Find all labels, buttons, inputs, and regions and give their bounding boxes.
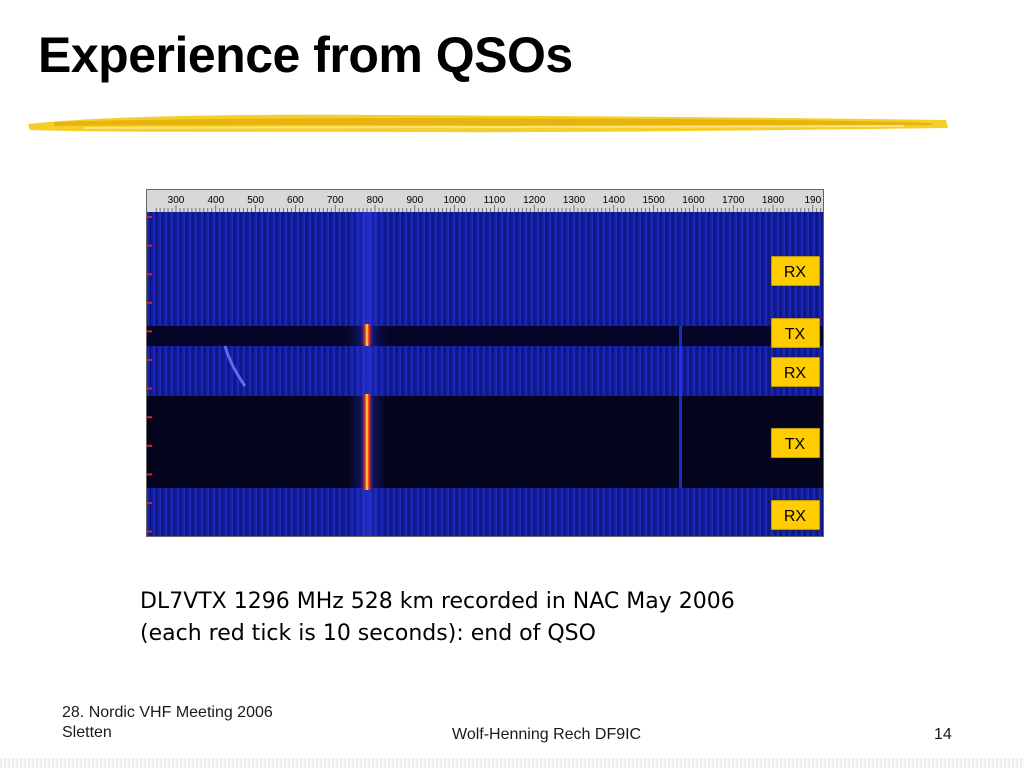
svg-text:RX: RX [784, 264, 807, 281]
time-tick-mark [147, 301, 152, 304]
period-label-rx: RX [770, 255, 821, 287]
figure-caption: DL7VTX 1296 MHz 528 km recorded in NAC M… [140, 586, 735, 650]
frequency-tick-label: 190 [804, 195, 821, 206]
svg-text:RX: RX [784, 508, 807, 525]
period-label-rx: RX [770, 356, 821, 388]
footer-author: Wolf-Henning Rech DF9IC [452, 726, 642, 743]
frequency-tick-label: 300 [168, 195, 185, 206]
period-label-tx: TX [770, 317, 821, 349]
time-tick-mark [147, 216, 152, 218]
time-tick-mark [147, 359, 152, 361]
footer-event: 28. Nordic VHF Meeting 2006 Sletten [62, 703, 273, 743]
time-tick-mark [147, 273, 152, 276]
frequency-tick-label: 800 [367, 195, 384, 206]
frequency-tick-label: 1100 [484, 195, 506, 206]
frequency-tick-label: 700 [327, 195, 344, 206]
frequency-tick-label: 1000 [443, 195, 466, 206]
frequency-tick-label: 1500 [642, 195, 665, 206]
frequency-tick-label: 500 [247, 195, 264, 206]
time-tick-mark [147, 244, 152, 247]
period-label-rx: RX [770, 499, 821, 531]
period-label-tx: TX [770, 427, 821, 459]
frequency-tick-label: 1700 [722, 195, 745, 206]
frequency-tick-label: 1200 [523, 195, 546, 206]
frequency-tick-label: 900 [406, 195, 423, 206]
waterfall-spectrogram: 300 400 500 600 700 800 900 1000 1100 1200 1300 140… [146, 189, 824, 537]
footer-event-location: Sletten [62, 724, 112, 741]
frequency-tick-label: 1600 [682, 195, 705, 206]
frequency-tick-label: 400 [207, 195, 224, 206]
caption-line-2: (each red tick is 10 seconds): end of QS… [140, 621, 596, 646]
svg-text:RX: RX [784, 365, 807, 382]
time-tick-mark [147, 502, 152, 504]
time-tick-mark [147, 473, 152, 476]
frequency-tick-label: 1800 [762, 195, 785, 206]
frequency-tick-label: 600 [287, 195, 304, 206]
frequency-tick-label: 1400 [603, 195, 626, 206]
time-tick-mark [147, 330, 152, 333]
page-number: 14 [934, 726, 952, 743]
slide-title: Experience from QSOs [38, 27, 573, 83]
frequency-scale [147, 190, 823, 212]
caption-line-1: DL7VTX 1296 MHz 528 km recorded in NAC M… [140, 589, 735, 614]
time-tick-mark [147, 416, 152, 419]
bottom-divider [0, 758, 1024, 768]
time-tick-mark [147, 387, 152, 390]
time-tick-mark [147, 444, 152, 447]
svg-text:TX: TX [785, 436, 806, 453]
svg-text:TX: TX [785, 326, 806, 343]
time-tick-mark [147, 530, 152, 533]
footer-event-name: 28. Nordic VHF Meeting 2006 [62, 704, 273, 721]
title-underline-brush [28, 114, 948, 133]
frequency-tick-label: 1300 [563, 195, 586, 206]
